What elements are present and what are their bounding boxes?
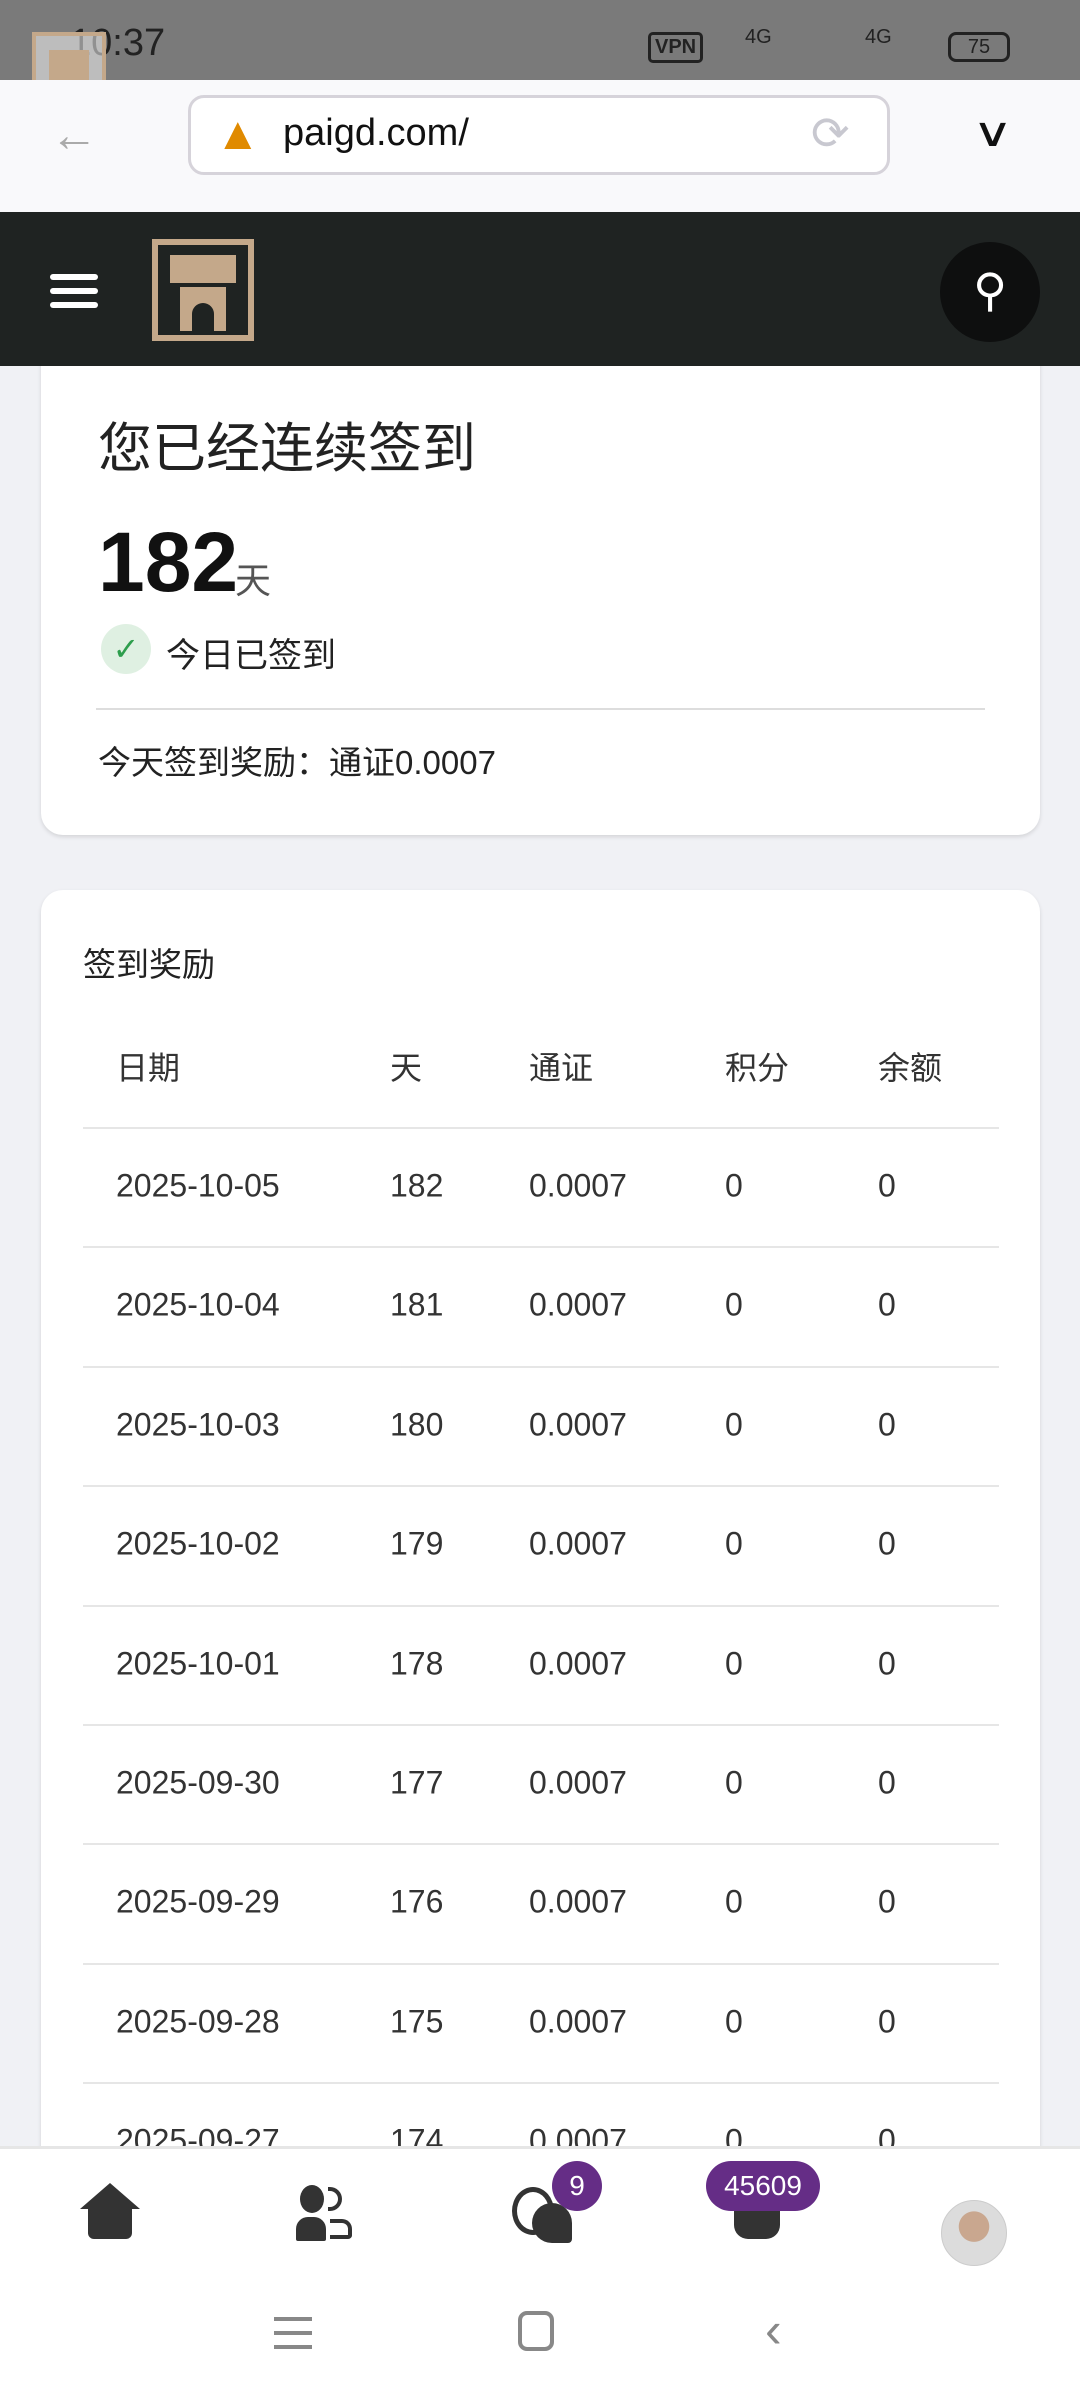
table-cell: 2025-10-02 — [116, 1525, 280, 1562]
back-system-button[interactable]: ‹ — [765, 2302, 782, 2358]
check-icon: ✓ — [101, 624, 151, 674]
days-unit: 天 — [235, 560, 272, 601]
table-header-cell: 积分 — [725, 1050, 790, 1086]
table-cell: 0 — [878, 2003, 896, 2040]
chevron-down-icon[interactable]: ∨ — [972, 111, 1014, 155]
table-cell: 175 — [390, 2003, 444, 2040]
notifications-badge: 45609 — [706, 2161, 820, 2211]
table-cell: 0.0007 — [529, 1286, 627, 1323]
table-cell: 0 — [725, 1883, 743, 1920]
table-cell: 0 — [878, 1764, 896, 1801]
table-cell: 0.0007 — [529, 1167, 627, 1204]
table-cell: 178 — [390, 1645, 444, 1682]
table-cell: 179 — [390, 1525, 444, 1562]
bottom-nav: 9 45609 ‹ — [0, 2146, 1080, 2400]
messages-badge: 9 — [552, 2161, 602, 2211]
table-cell: 0 — [878, 1645, 896, 1682]
rewards-title: 签到奖励 — [83, 946, 215, 983]
friends-button[interactable] — [296, 2185, 356, 2241]
table-cell: 2025-10-03 — [116, 1406, 280, 1443]
table-cell: 0 — [725, 1645, 743, 1682]
avatar[interactable] — [941, 2200, 1007, 2266]
table-cell: 0 — [725, 2003, 743, 2040]
table-cell: 0.0007 — [529, 1883, 627, 1920]
back-arrow-icon[interactable]: ← — [50, 109, 98, 162]
table-cell: 2025-09-30 — [116, 1764, 280, 1801]
home-button[interactable] — [80, 2183, 140, 2243]
status-bar: 10:37 VPN 4G 4G 75 — [0, 0, 1080, 80]
table-cell: 177 — [390, 1764, 444, 1801]
table-header-cell: 通证 — [529, 1050, 594, 1086]
table-header-cell: 天 — [390, 1050, 423, 1086]
streak-days: 182 — [98, 515, 239, 609]
reward-text: 今天签到奖励：通证0.0007 — [98, 744, 496, 781]
row-divider — [83, 1485, 999, 1488]
table-cell: 2025-09-29 — [116, 1883, 280, 1920]
table-cell: 0 — [725, 1764, 743, 1801]
menu-icon[interactable] — [50, 274, 98, 308]
vpn-icon: VPN — [648, 32, 704, 63]
table-cell: 0.0007 — [529, 1406, 627, 1443]
search-button[interactable]: ⚲ — [940, 242, 1040, 342]
checkin-status: 今日已签到 — [166, 637, 336, 675]
checkin-title: 您已经连续签到 — [98, 419, 476, 479]
row-divider — [83, 1127, 999, 1129]
row-divider — [83, 1843, 999, 1846]
table-header-cell: 余额 — [878, 1050, 943, 1086]
row-divider — [83, 1724, 999, 1726]
table-cell: 0 — [878, 1406, 896, 1443]
battery-icon: 75 — [948, 32, 1010, 62]
table-cell: 2025-10-04 — [116, 1286, 280, 1323]
search-icon: ⚲ — [973, 264, 1007, 316]
recents-button[interactable] — [274, 2317, 312, 2349]
table-cell: 2025-09-28 — [116, 2003, 280, 2040]
site-header: ⚲ — [0, 212, 1080, 366]
table-header-cell: 日期 — [116, 1050, 181, 1086]
recents-icon — [274, 2317, 312, 2349]
divider — [96, 708, 985, 710]
table-cell: 2025-10-01 — [116, 1645, 280, 1682]
address-bar[interactable]: ▲ paigd.com/ ⟳ — [188, 95, 890, 175]
row-divider — [83, 1604, 999, 1607]
table-cell: 182 — [390, 1167, 444, 1204]
rewards-card — [41, 890, 1040, 2190]
reload-icon[interactable]: ⟳ — [811, 107, 850, 159]
table-cell: 0.0007 — [529, 1645, 627, 1682]
site-logo[interactable] — [152, 239, 254, 341]
signal-icon-2: 4G — [865, 26, 892, 48]
table-cell: 0 — [878, 1525, 896, 1562]
table-cell: 0 — [725, 1167, 743, 1204]
home-system-button[interactable] — [518, 2311, 554, 2351]
row-divider — [83, 1246, 999, 1249]
browser-toolbar: ← ▲ paigd.com/ ⟳ ∨ — [0, 80, 1080, 212]
warning-icon: ▲ — [215, 107, 261, 159]
table-cell: 0 — [725, 1525, 743, 1562]
table-cell: 2025-10-05 — [116, 1167, 280, 1204]
signal-icon: 4G — [745, 26, 772, 48]
row-divider — [83, 1365, 999, 1368]
table-cell: 176 — [390, 1883, 444, 1920]
table-cell: 180 — [390, 1406, 444, 1443]
table-cell: 0 — [878, 1883, 896, 1920]
table-cell: 0.0007 — [529, 1764, 627, 1801]
home-icon — [80, 2183, 140, 2209]
messages-button[interactable] — [512, 2183, 574, 2243]
url-text: paigd.com/ — [283, 112, 469, 154]
table-cell: 0.0007 — [529, 1525, 627, 1562]
row-divider — [83, 2082, 999, 2085]
row-divider — [83, 1962, 999, 1965]
table-cell: 0 — [878, 1286, 896, 1323]
table-cell: 0.0007 — [529, 2003, 627, 2040]
table-cell: 0 — [725, 1406, 743, 1443]
table-cell: 0 — [725, 1286, 743, 1323]
table-cell: 0 — [878, 1167, 896, 1204]
table-cell: 181 — [390, 1286, 444, 1323]
